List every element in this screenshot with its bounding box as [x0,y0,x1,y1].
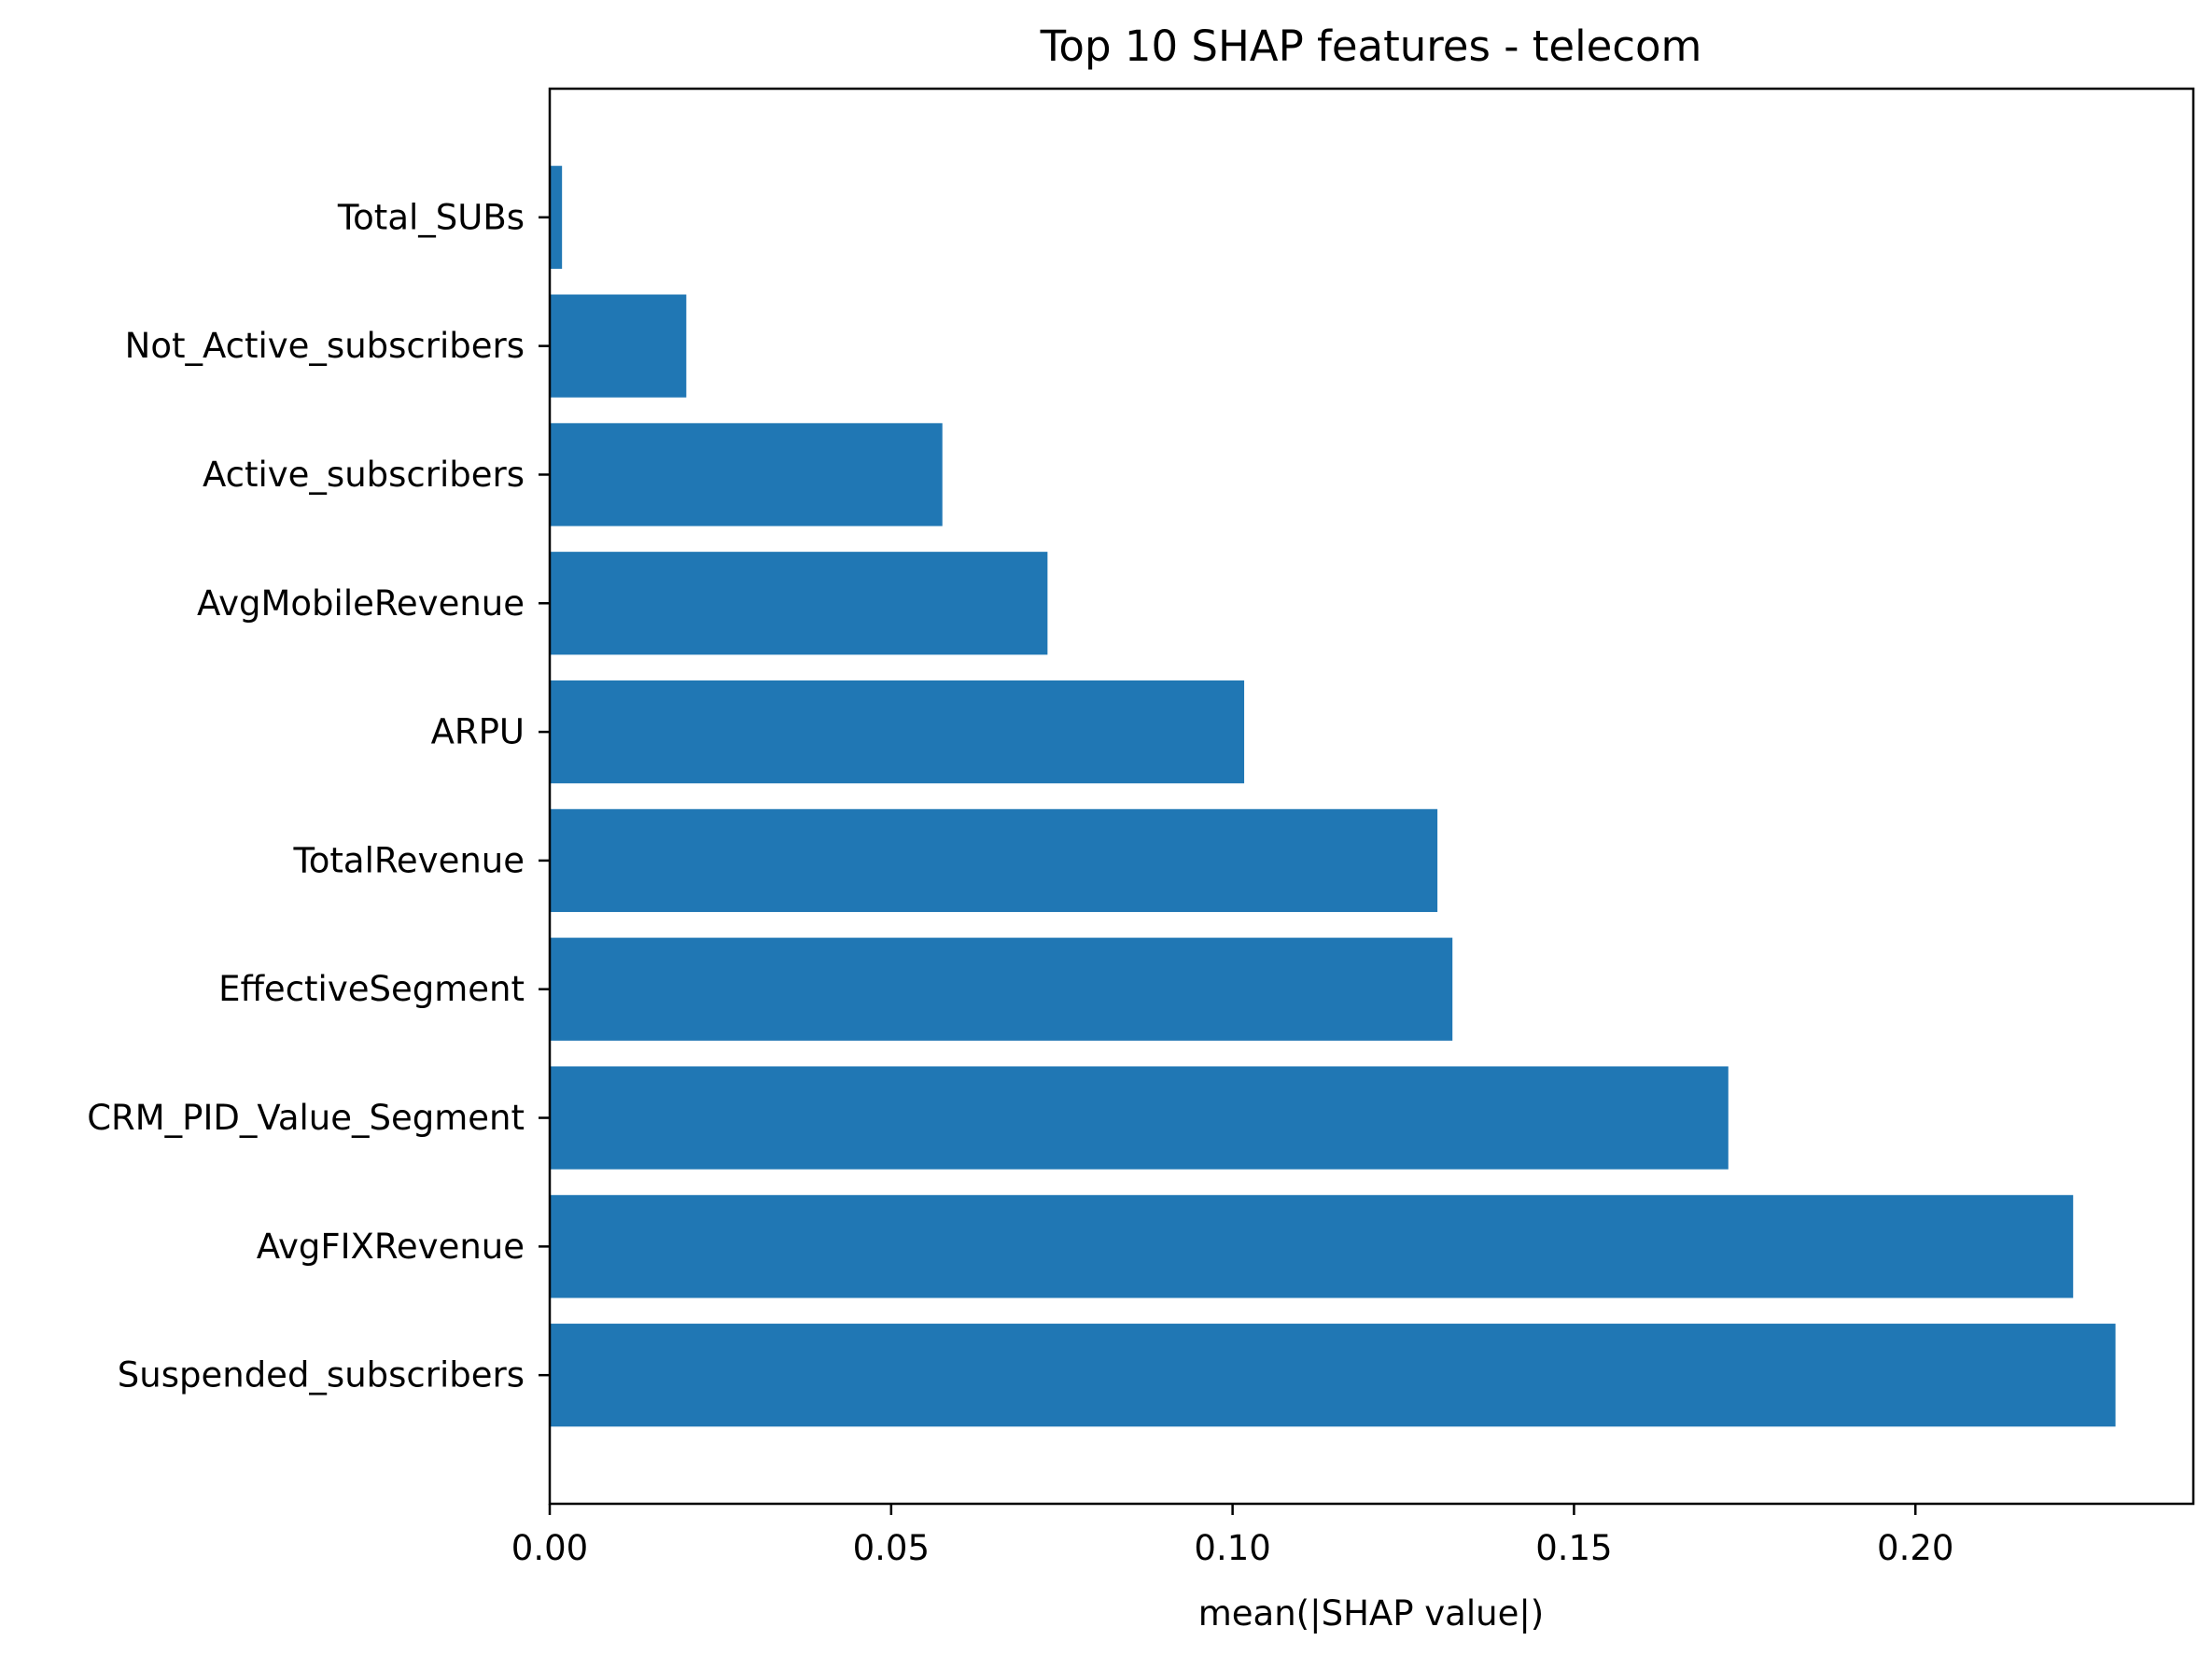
y-tick-label: CRM_PID_Value_Segment [87,1098,525,1138]
bar-AvgFIXRevenue [550,1195,2074,1298]
y-tick-label: Active_subscribers [203,455,525,495]
x-tick-label: 0.10 [1194,1528,1270,1568]
chart-title: Top 10 SHAP features - telecom [1040,21,1702,71]
bar-Suspended_subscribers [550,1324,2116,1427]
y-axis-ticks: Total_SUBs Not_Active_subscribers Active_s… [87,197,550,1396]
x-axis-ticks: 0.00 0.05 0.10 0.15 0.20 [511,1504,1953,1568]
x-tick-label: 0.20 [1877,1528,1953,1568]
y-tick-label: AvgMobileRevenue [197,583,525,624]
bar-Active_subscribers [550,423,943,526]
bar-AvgMobileRevenue [550,552,1048,655]
y-tick-label: AvgFIXRevenue [257,1227,525,1267]
bar-Not_Active_subscribers [550,294,687,398]
bars-layer [550,165,2116,1427]
y-tick-label: EffectiveSegment [218,969,525,1009]
y-tick-label: Total_SUBs [337,197,525,237]
y-tick-label: Not_Active_subscribers [125,326,525,366]
x-tick-label: 0.00 [511,1528,588,1568]
y-tick-label: Suspended_subscribers [118,1355,525,1396]
y-tick-label: ARPU [431,712,525,752]
x-tick-label: 0.05 [853,1528,930,1568]
plot-frame [548,87,2195,1506]
bar-ARPU [550,680,1245,784]
bar-CRM_PID_Value_Segment [550,1066,1729,1170]
x-axis-label: mean(|SHAP value|) [1198,1593,1545,1634]
bar-Total_SUBs [550,165,563,269]
bar-TotalRevenue [550,808,1438,913]
y-tick-label: TotalRevenue [292,840,525,880]
bar-EffectiveSegment [550,937,1453,1041]
x-tick-label: 0.15 [1535,1528,1612,1568]
